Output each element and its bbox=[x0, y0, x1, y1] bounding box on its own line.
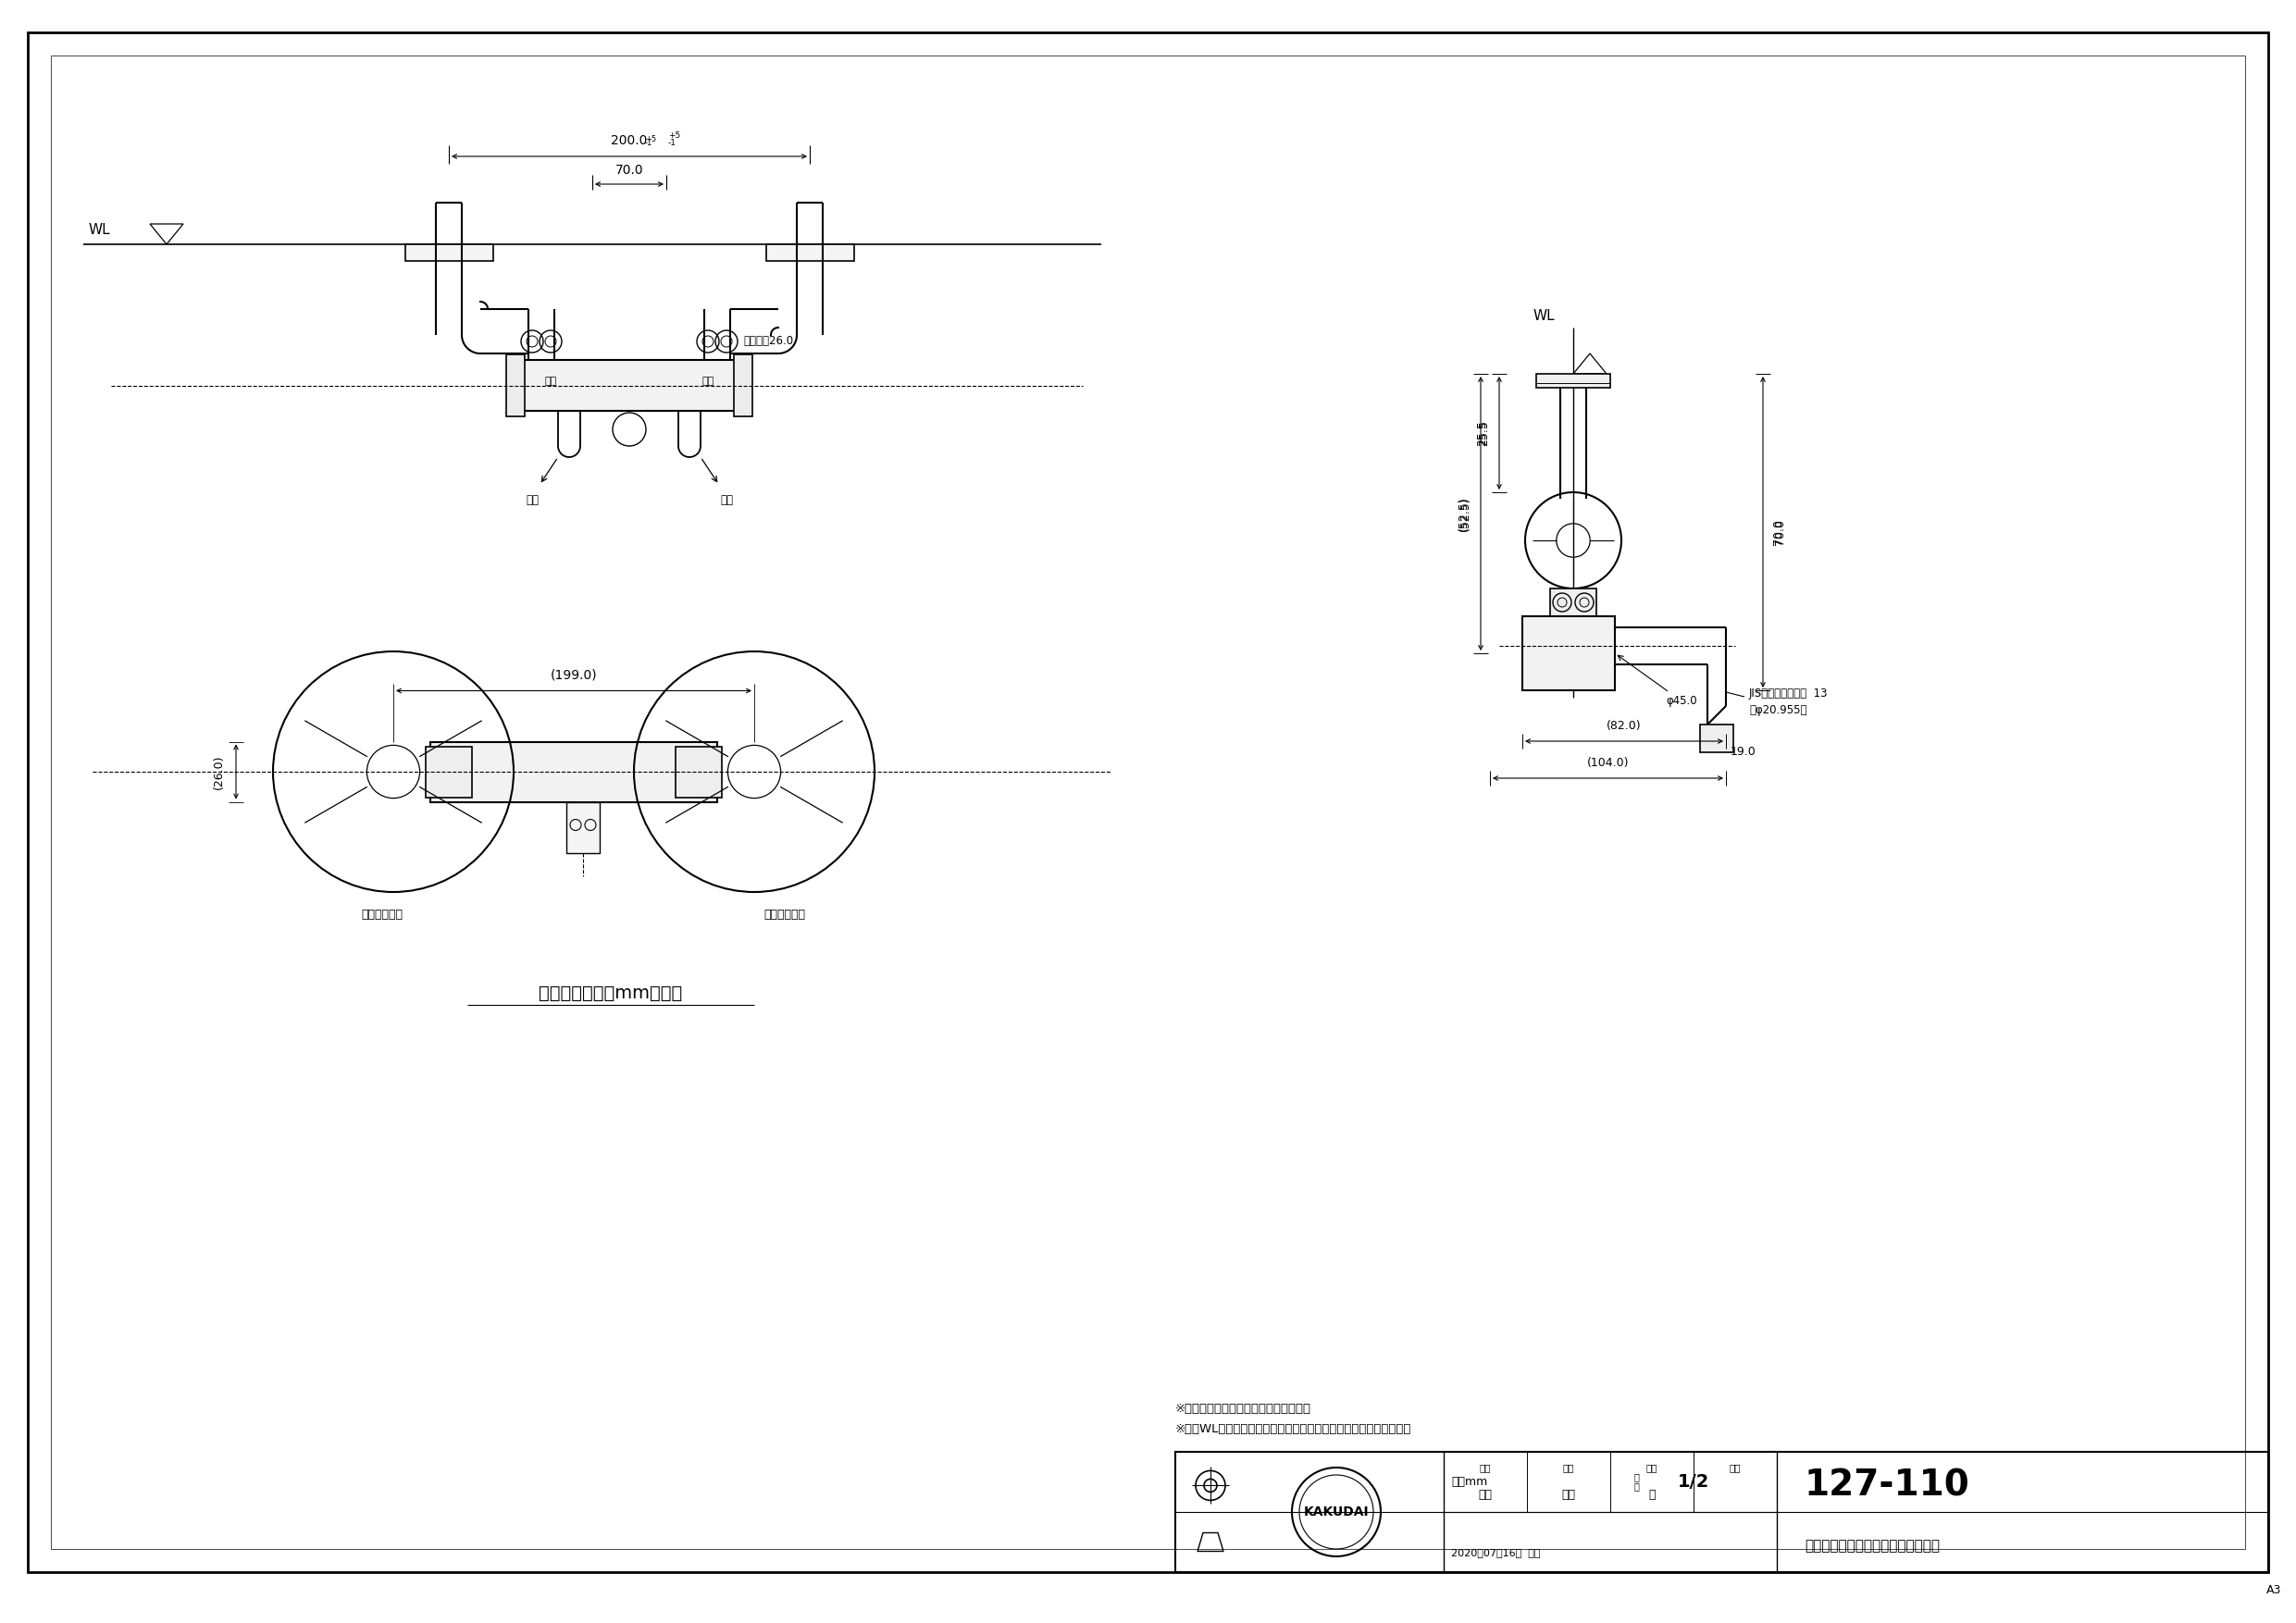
Bar bbox=[1522, 617, 1614, 690]
Text: 70.0: 70.0 bbox=[615, 164, 643, 177]
Text: (52.5): (52.5) bbox=[1458, 497, 1469, 531]
Text: 祝: 祝 bbox=[1649, 1488, 1655, 1501]
Text: 吐水: 吐水 bbox=[526, 493, 540, 506]
Text: 洗濯機用混合栓（ストッパーつき）: 洗濯機用混合栓（ストッパーつき） bbox=[1805, 1539, 1940, 1553]
Text: 黒崎: 黒崎 bbox=[1479, 1488, 1492, 1501]
Bar bbox=[505, 354, 526, 417]
Text: 湯側ハンドル: 湯側ハンドル bbox=[360, 909, 402, 920]
Text: A3: A3 bbox=[2266, 1584, 2282, 1595]
Text: 水側ハンドル: 水側ハンドル bbox=[765, 909, 806, 920]
Bar bbox=[1176, 1453, 2268, 1573]
Text: 六角対辺26.0: 六角対辺26.0 bbox=[744, 336, 792, 347]
Text: WL: WL bbox=[1534, 308, 1554, 323]
Text: +5: +5 bbox=[645, 135, 657, 143]
Bar bbox=[675, 747, 721, 797]
Text: φ45.0: φ45.0 bbox=[1619, 656, 1697, 708]
Text: -1: -1 bbox=[668, 140, 677, 148]
Text: 尺
度: 尺 度 bbox=[1635, 1472, 1639, 1492]
Text: -1: -1 bbox=[645, 140, 652, 148]
Text: KAKUDAI: KAKUDAI bbox=[1304, 1506, 1368, 1519]
Bar bbox=[404, 245, 494, 261]
Text: 200.0: 200.0 bbox=[611, 135, 647, 148]
Text: 単位mm: 単位mm bbox=[1451, 1475, 1488, 1488]
Text: 止水: 止水 bbox=[703, 377, 714, 386]
Text: 製図: 製図 bbox=[1479, 1462, 1490, 1472]
Text: (52.5): (52.5) bbox=[1460, 497, 1472, 531]
Text: 127-110: 127-110 bbox=[1805, 1467, 1970, 1503]
Text: (199.0): (199.0) bbox=[551, 669, 597, 682]
Text: 品番: 品番 bbox=[1729, 1462, 1740, 1472]
Text: 2020年07月16日  作成: 2020年07月16日 作成 bbox=[1451, 1548, 1541, 1558]
Text: 25.5: 25.5 bbox=[1476, 420, 1488, 446]
Bar bbox=[425, 747, 473, 797]
Text: 70.0: 70.0 bbox=[1773, 519, 1784, 545]
Bar bbox=[767, 245, 854, 261]
Bar bbox=[1536, 373, 1609, 388]
Bar bbox=[735, 354, 753, 417]
Text: 検図: 検図 bbox=[1564, 1462, 1575, 1472]
Text: 1/2: 1/2 bbox=[1678, 1474, 1711, 1490]
Text: 取付芯々２００mmの場合: 取付芯々２００mmの場合 bbox=[540, 985, 682, 1001]
Text: ※２　WLからの水栓寸法はクランクのねじ込み幅により変化する。: ※２ WLからの水栓寸法はクランクのねじ込み幅により変化する。 bbox=[1176, 1423, 1412, 1435]
Text: 承認: 承認 bbox=[1646, 1462, 1658, 1472]
Text: 70.0: 70.0 bbox=[1775, 519, 1786, 545]
Text: WL: WL bbox=[87, 222, 110, 237]
Text: (26.0): (26.0) bbox=[214, 755, 225, 789]
Text: +5: +5 bbox=[668, 131, 680, 140]
Text: (104.0): (104.0) bbox=[1587, 756, 1628, 769]
Bar bbox=[1699, 724, 1733, 753]
Bar bbox=[567, 802, 599, 852]
Text: 止水: 止水 bbox=[544, 377, 556, 386]
Text: JIS給水栓取付ねじ  13
（φ20.955）: JIS給水栓取付ねじ 13 （φ20.955） bbox=[1750, 687, 1828, 716]
Bar bbox=[1550, 589, 1596, 617]
Text: 25.5: 25.5 bbox=[1479, 420, 1490, 446]
Text: 山田: 山田 bbox=[1561, 1488, 1575, 1501]
Bar bbox=[429, 742, 716, 802]
Bar bbox=[523, 360, 735, 411]
Text: (82.0): (82.0) bbox=[1607, 721, 1642, 732]
Text: 吐水: 吐水 bbox=[721, 493, 732, 506]
Text: 19.0: 19.0 bbox=[1731, 747, 1756, 758]
Text: ※１　（　）内寸法は参考寸法である。: ※１ （ ）内寸法は参考寸法である。 bbox=[1176, 1402, 1311, 1415]
